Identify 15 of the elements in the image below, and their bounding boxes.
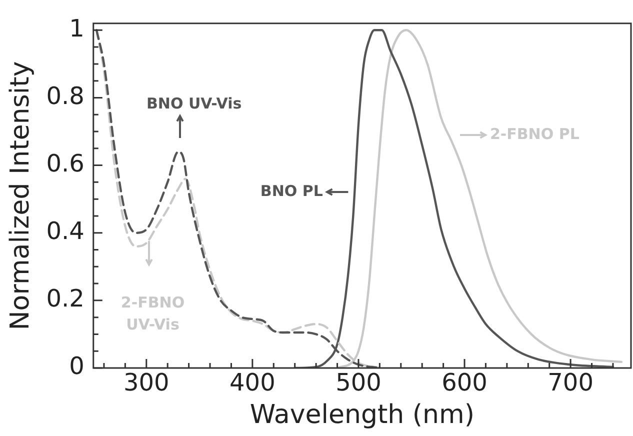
y-tick-label: 0.6: [46, 150, 84, 178]
x-tick-label: 300: [123, 368, 170, 397]
y-tick-label: 1: [69, 14, 84, 42]
y-tick-label: 0: [69, 352, 84, 380]
x-tick-label: 700: [548, 368, 594, 397]
x-axis-title: Wavelength (nm): [250, 400, 474, 430]
x-tick-label: 500: [336, 368, 382, 397]
text: BNO PL: [260, 182, 324, 200]
y-tick-label: 0.8: [46, 82, 84, 110]
y-axis-title: Normalized Intensity: [5, 61, 36, 330]
x-tick-label: 600: [442, 368, 488, 397]
text: BNO UV-Vis: [146, 94, 242, 112]
x-tick-label: 400: [230, 368, 276, 397]
y-tick-label: 0.2: [46, 284, 84, 313]
y-tick-label: 0.4: [46, 217, 84, 246]
